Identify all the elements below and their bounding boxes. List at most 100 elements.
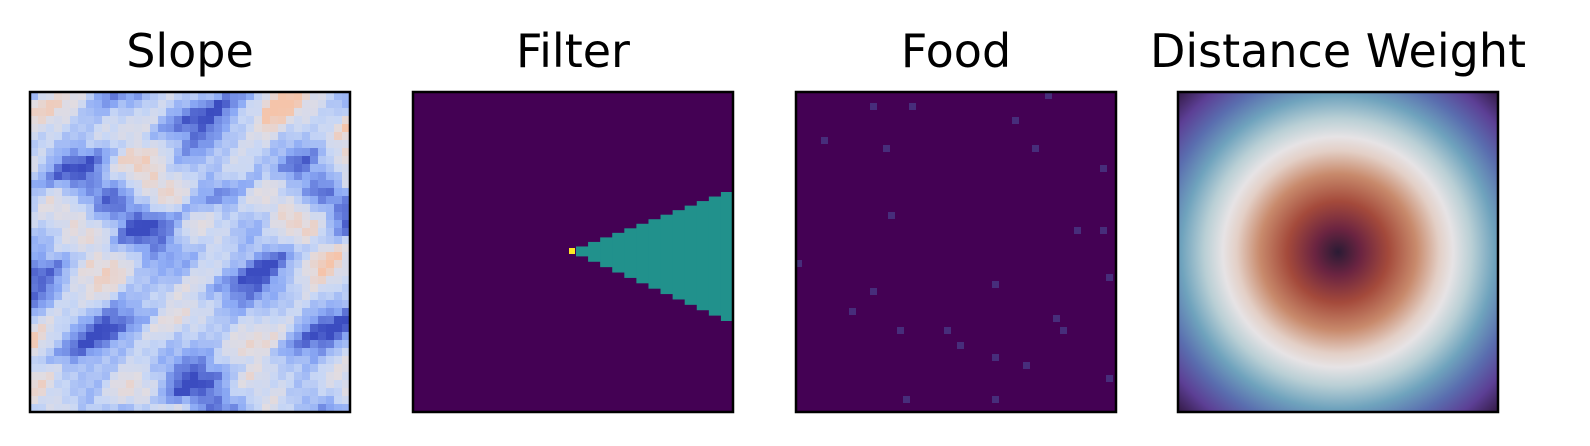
slope-cell bbox=[190, 364, 199, 373]
food-point bbox=[1106, 274, 1113, 281]
slope-cell bbox=[134, 260, 143, 269]
slope-cell bbox=[334, 260, 343, 269]
slope-cell bbox=[246, 164, 255, 173]
slope-cell bbox=[118, 260, 127, 269]
slope-cell bbox=[86, 92, 95, 101]
slope-cell bbox=[254, 196, 263, 205]
slope-cell bbox=[126, 140, 135, 149]
slope-cell bbox=[238, 124, 247, 133]
slope-cell bbox=[70, 284, 79, 293]
slope-cell bbox=[78, 284, 87, 293]
slope-cell bbox=[102, 116, 111, 125]
slope-cell bbox=[190, 276, 199, 285]
slope-cell bbox=[286, 364, 295, 373]
slope-cell bbox=[254, 252, 263, 261]
slope-cell bbox=[38, 236, 47, 245]
slope-cell bbox=[158, 236, 167, 245]
slope-cell bbox=[342, 292, 351, 301]
slope-cell bbox=[86, 244, 95, 253]
slope-cell bbox=[254, 340, 263, 349]
slope-cell bbox=[134, 284, 143, 293]
slope-cell bbox=[142, 132, 151, 141]
slope-cell bbox=[310, 364, 319, 373]
slope-cell bbox=[262, 164, 271, 173]
food-point bbox=[1012, 117, 1019, 124]
slope-cell bbox=[86, 380, 95, 389]
slope-cell bbox=[294, 100, 303, 109]
slope-cell bbox=[262, 188, 271, 197]
slope-cell bbox=[78, 212, 87, 221]
slope-cell bbox=[342, 100, 351, 109]
slope-cell bbox=[302, 108, 311, 117]
slope-cell bbox=[78, 156, 87, 165]
slope-cell bbox=[62, 364, 71, 373]
slope-cell bbox=[118, 300, 127, 309]
slope-cell bbox=[70, 396, 79, 405]
slope-cell bbox=[238, 196, 247, 205]
slope-cell bbox=[230, 116, 239, 125]
slope-cell bbox=[342, 164, 351, 173]
slope-cell bbox=[30, 380, 39, 389]
slope-cell bbox=[286, 148, 295, 157]
food-point bbox=[870, 288, 877, 295]
slope-cell bbox=[142, 212, 151, 221]
slope-cell bbox=[238, 228, 247, 237]
slope-cell bbox=[342, 308, 351, 317]
slope-cell bbox=[38, 380, 47, 389]
slope-cell bbox=[222, 356, 231, 365]
slope-cell bbox=[278, 388, 287, 397]
slope-cell bbox=[326, 220, 335, 229]
slope-cell bbox=[142, 356, 151, 365]
slope-cell bbox=[174, 140, 183, 149]
slope-cell bbox=[342, 316, 351, 325]
slope-cell bbox=[102, 140, 111, 149]
slope-cell bbox=[334, 236, 343, 245]
slope-cell bbox=[214, 116, 223, 125]
slope-cell bbox=[342, 228, 351, 237]
slope-cell bbox=[54, 308, 63, 317]
slope-cell bbox=[118, 132, 127, 141]
slope-cell bbox=[286, 164, 295, 173]
slope-cell bbox=[102, 180, 111, 189]
slope-cell bbox=[62, 124, 71, 133]
slope-cell bbox=[54, 100, 63, 109]
slope-cell bbox=[270, 100, 279, 109]
slope-cell bbox=[310, 292, 319, 301]
slope-cell bbox=[254, 292, 263, 301]
slope-cell bbox=[126, 180, 135, 189]
slope-cell bbox=[238, 140, 247, 149]
slope-cell bbox=[30, 276, 39, 285]
slope-cell bbox=[302, 228, 311, 237]
slope-cell bbox=[54, 132, 63, 141]
slope-cell bbox=[174, 244, 183, 253]
slope-cell bbox=[310, 268, 319, 277]
slope-cell bbox=[190, 396, 199, 405]
slope-cell bbox=[182, 404, 191, 413]
slope-cell bbox=[102, 172, 111, 181]
slope-cell bbox=[158, 228, 167, 237]
slope-cell bbox=[46, 204, 55, 213]
slope-cell bbox=[70, 244, 79, 253]
slope-cell bbox=[166, 364, 175, 373]
slope-cell bbox=[94, 316, 103, 325]
slope-cell bbox=[126, 236, 135, 245]
slope-cell bbox=[238, 204, 247, 213]
slope-cell bbox=[318, 236, 327, 245]
slope-cell bbox=[238, 180, 247, 189]
slope-cell bbox=[326, 348, 335, 357]
slope-cell bbox=[326, 388, 335, 397]
slope-cell bbox=[238, 404, 247, 413]
slope-cell bbox=[102, 156, 111, 165]
slope-cell bbox=[174, 348, 183, 357]
slope-cell bbox=[246, 132, 255, 141]
filter-cone-step bbox=[588, 241, 601, 262]
slope-cell bbox=[182, 228, 191, 237]
slope-cell bbox=[110, 188, 119, 197]
slope-cell bbox=[134, 396, 143, 405]
slope-cell bbox=[262, 292, 271, 301]
slope-cell bbox=[198, 204, 207, 213]
slope-cell bbox=[294, 260, 303, 269]
slope-cell bbox=[294, 284, 303, 293]
slope-cell bbox=[238, 276, 247, 285]
slope-cell bbox=[166, 308, 175, 317]
